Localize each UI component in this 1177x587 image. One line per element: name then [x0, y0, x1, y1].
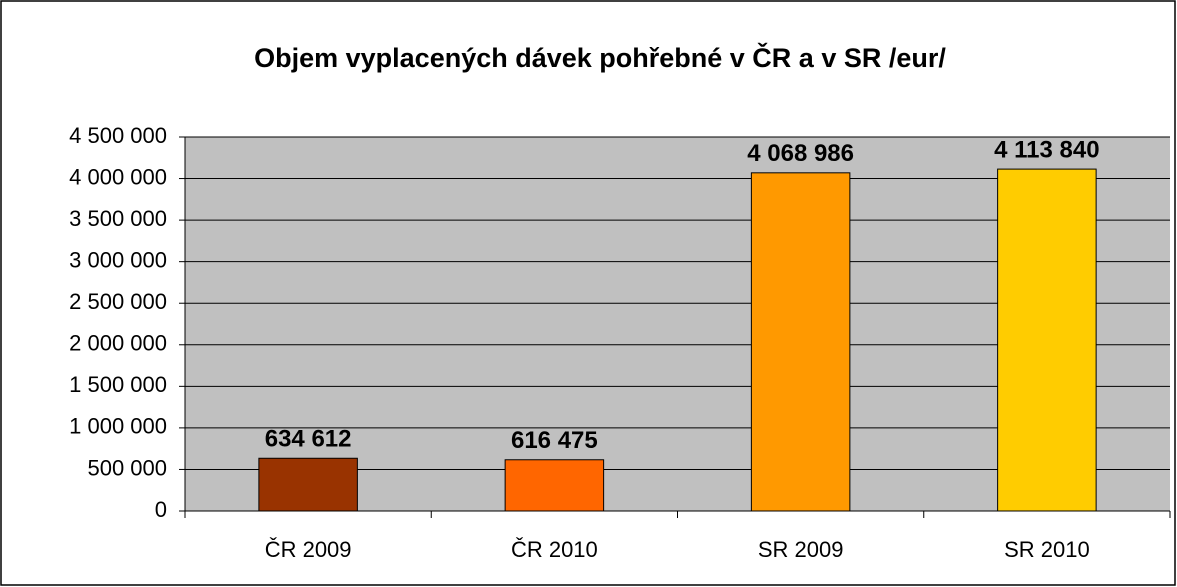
y-tick-label: 2 500 000	[69, 289, 167, 314]
x-tick-label: SR 2009	[758, 537, 844, 562]
bar	[997, 168, 1097, 512]
y-tick-label: 1 500 000	[69, 372, 167, 397]
y-tick-label: 1 000 000	[69, 414, 167, 439]
y-tick-label: 500 000	[87, 455, 167, 480]
data-label: 616 475	[511, 427, 598, 454]
y-tick-label: 3 500 000	[69, 206, 167, 231]
x-tick-label: SR 2010	[1004, 537, 1090, 562]
data-label: 4 113 840	[994, 136, 1099, 163]
y-tick-label: 2 000 000	[69, 331, 167, 356]
y-tick-label: 4 000 000	[69, 164, 167, 189]
x-tick-label: ČR 2009	[265, 537, 352, 562]
chart-title: Objem vyplacených dávek pohřebné v ČR a …	[254, 42, 946, 73]
bar	[258, 457, 358, 512]
data-label: 4 068 986	[747, 140, 854, 167]
y-tick-label: 3 000 000	[69, 247, 167, 272]
bar	[504, 459, 605, 512]
y-tick-label: 0	[155, 497, 167, 522]
bar	[750, 172, 851, 512]
y-tick-label: 4 500 000	[69, 123, 167, 148]
data-label: 634 612	[265, 426, 352, 453]
x-tick-label: ČR 2010	[511, 537, 598, 562]
